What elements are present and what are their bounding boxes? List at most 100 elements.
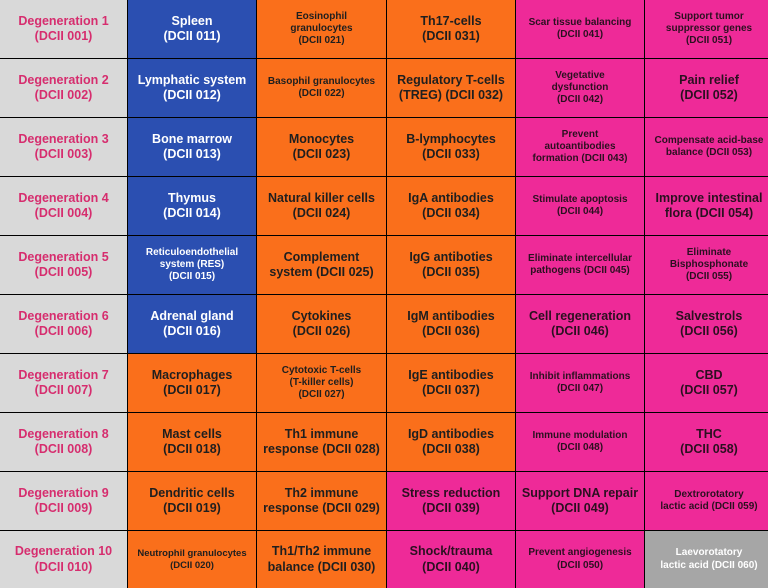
cell-text-line: (DCII 036) [422, 324, 480, 338]
cell-text-line: Scar tissue balancing [528, 16, 632, 28]
cell-text-line: Laevorotatory [675, 547, 743, 559]
cell-text-line: IgE antibodies [408, 367, 494, 382]
cell-text-line: (DCII 020) [170, 559, 214, 571]
cell-text-line: Th2 immune [284, 485, 359, 500]
cell-text-line: Degeneration 9 [18, 485, 109, 500]
cell-text-line: Degeneration 3 [18, 131, 109, 146]
degeneration-cell: Degeneration 9 (DCII 009) [0, 472, 127, 530]
degeneration-cell: Degeneration 1 (DCII 001) [0, 0, 127, 58]
cell-text-line: Dendritic cells [149, 485, 235, 500]
dcii-cell: Inhibit inflammations (DCII 047) [516, 354, 644, 412]
cell-text-line: Degeneration 4 [18, 190, 109, 205]
dcii-cell: CBD (DCII 057) [645, 354, 768, 412]
cell-text-line: Degeneration 7 [18, 367, 109, 382]
cell-text-line: CBD [695, 367, 723, 382]
cell-text-line: (DCII 016) [163, 324, 221, 338]
dcii-cell: Thymus (DCII 014) [128, 177, 256, 235]
cell-text-line: (DCII 056) [680, 324, 738, 338]
cell-text-line: (DCII 018) [163, 442, 221, 456]
dcii-cell: IgA antibodies (DCII 034) [387, 177, 515, 235]
cell-text-line: balance (DCII 030) [267, 559, 376, 574]
dcii-cell: Stimulate apoptosis (DCII 044) [516, 177, 644, 235]
dcii-cell: Adrenal gland (DCII 016) [128, 295, 256, 353]
dcii-cell: Reticuloendothelial system (RES) (DCII 015… [128, 236, 256, 294]
cell-text-line: Support tumor [674, 10, 744, 22]
cell-text-line: (DCII 049) [551, 501, 609, 515]
degeneration-cell: Degeneration 8 (DCII 008) [0, 413, 127, 471]
cell-text-line: Degeneration 10 [14, 544, 113, 559]
dcii-cell: Scar tissue balancing (DCII 041) [516, 0, 644, 58]
cell-text-line: IgM antibodies [407, 308, 495, 323]
cell-text-line: Support DNA repair [521, 485, 639, 500]
cell-text-line: Shock/trauma [409, 544, 493, 559]
dcii-cell: Basophil granulocytes (DCII 022) [257, 59, 386, 117]
dcii-cell: Eliminate intercellular pathogens (DCII 0… [516, 236, 644, 294]
dcii-cell: Shock/trauma (DCII 040) [387, 531, 515, 588]
cell-text-line: (DCII 002) [34, 88, 93, 102]
cell-text-line: Thymus [168, 190, 216, 205]
cell-text-line: (DCII 058) [680, 442, 738, 456]
cell-text-line: (DCII 042) [556, 94, 604, 106]
cell-text-line: (DCII 038) [422, 442, 480, 456]
cell-text-line: Bone marrow [152, 131, 232, 146]
cell-text-line: (DCII 041) [556, 29, 604, 40]
degeneration-cell: Degeneration 5 (DCII 005) [0, 236, 127, 294]
cell-text-line: lactic acid (DCII 060) [660, 559, 758, 571]
cell-text-line: (DCII 026) [292, 324, 351, 338]
cell-text-line: Stress reduction [401, 485, 501, 500]
cell-text-line: Immune modulation [532, 429, 628, 441]
cell-text-line: (DCII 011) [163, 29, 221, 43]
cell-text-line: Cytokines [291, 308, 352, 323]
dcii-cell: Th1 immune response (DCII 028) [257, 413, 386, 471]
cell-text-line: Cytotoxic T-cells [281, 364, 362, 376]
cell-text-line: (DCII 033) [422, 147, 480, 161]
degeneration-cell: Degeneration 3 (DCII 003) [0, 118, 127, 176]
cell-text-line: Improve intestinal [655, 190, 763, 205]
cell-text-line: Cell regeneration [528, 308, 632, 323]
dcii-cell: Dextrorotatory lactic acid (DCII 059) [645, 472, 768, 530]
cell-text-line: autoantibodies [544, 140, 616, 152]
cell-text-line: IgD antibodies [407, 426, 495, 441]
cell-text-line: (DCII 021) [298, 35, 345, 47]
cell-text-line: (DCII 034) [422, 206, 480, 220]
dcii-cell: Monocytes (DCII 023) [257, 118, 386, 176]
dcii-cell: B-lymphocytes (DCII 033) [387, 118, 515, 176]
cell-text-line: (DCII 003) [34, 147, 93, 161]
dcii-cell: Bone marrow (DCII 013) [128, 118, 256, 176]
dcii-cell: Spleen (DCII 011) [128, 0, 256, 58]
cell-text-line: Neutrophil granulocytes [137, 547, 247, 559]
cell-text-line: Lymphatic system [137, 72, 247, 87]
cell-text-line: (DCII 004) [34, 206, 93, 220]
cell-text-line: granulocytes [290, 22, 353, 34]
cell-text-line: (DCII 050) [556, 559, 604, 571]
cell-text-line: (DCII 019) [163, 501, 221, 515]
cell-text-line: (DCII 014) [163, 206, 221, 220]
cell-text-line: Degeneration 1 [18, 13, 109, 28]
cell-text-line: Th1/Th2 immune [271, 544, 372, 559]
dcii-cell: Stress reduction (DCII 039) [387, 472, 515, 530]
degeneration-cell: Degeneration 7 (DCII 007) [0, 354, 127, 412]
cell-text-line: (DCII 012) [163, 88, 221, 102]
dcii-cell: Th17-cells (DCII 031) [387, 0, 515, 58]
cell-text-line: (TREG) (DCII 032) [398, 88, 504, 102]
cell-text-line: balance (DCII 053) [665, 147, 753, 158]
dcii-cell: Compensate acid-base balance (DCII 053) [645, 118, 768, 176]
cell-text-line: Adrenal gland [150, 308, 234, 323]
cell-text-line: (DCII 006) [34, 324, 93, 338]
cell-text-line: Prevent angiogenesis [528, 547, 632, 559]
cell-text-line: Complement [283, 249, 360, 264]
cell-text-line: pathogens (DCII 045) [530, 265, 630, 276]
cell-text-line: Eliminate [686, 246, 732, 258]
cell-text-line: (T-killer cells) [289, 376, 354, 388]
dcii-cell: Cytotoxic T-cells (T-killer cells) (DCII 0… [257, 354, 386, 412]
cell-text-line: Mast cells [162, 426, 222, 441]
dcii-cell: Cell regeneration (DCII 046) [516, 295, 644, 353]
cell-text-line: (DCII 023) [292, 147, 351, 161]
cell-text-line: Degeneration 2 [18, 72, 109, 87]
dcii-cell: THC (DCII 058) [645, 413, 768, 471]
cell-text-line: (DCII 001) [34, 29, 93, 43]
dcii-cell: Complement system (DCII 025) [257, 236, 386, 294]
cell-text-line: response (DCII 029) [263, 501, 380, 515]
dcii-cell: Vegetative dysfunction (DCII 042) [516, 59, 644, 117]
cell-text-line: (DCII 057) [680, 383, 738, 397]
